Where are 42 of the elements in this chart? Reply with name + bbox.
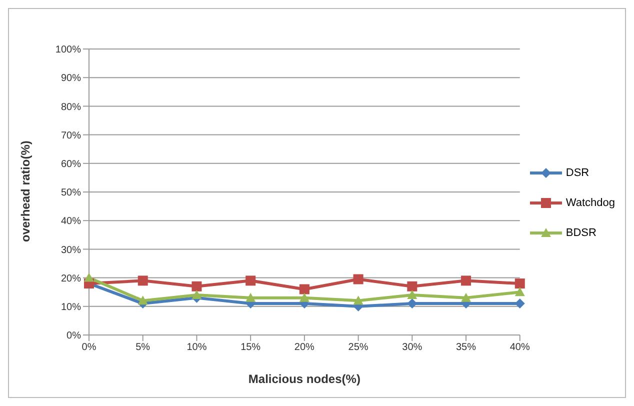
- x-tick-label: 20%: [294, 342, 315, 354]
- legend-label: Watchdog: [566, 197, 615, 209]
- y-tick-label: 90%: [60, 73, 82, 84]
- x-tick-label: 5%: [136, 342, 150, 354]
- point: [461, 292, 472, 302]
- point: [246, 276, 256, 286]
- point: [138, 276, 148, 286]
- x-tick-label: 40%: [510, 342, 530, 354]
- x-axis-title: Malicious nodes(%): [248, 372, 360, 386]
- point: [407, 298, 418, 309]
- y-tick-label: 50%: [60, 188, 82, 199]
- x-tick-label: 30%: [402, 342, 422, 354]
- x-tick-label: 35%: [456, 342, 476, 354]
- point: [192, 281, 202, 292]
- x-tick-label: 10%: [186, 342, 207, 354]
- x-tick-label: 15%: [240, 342, 261, 354]
- x-tick-label: 0%: [82, 342, 96, 354]
- point: [192, 290, 202, 299]
- point: [461, 276, 472, 286]
- y-tick-label: 70%: [60, 130, 82, 142]
- point: [299, 292, 310, 302]
- y-tick-label: 10%: [60, 302, 82, 313]
- y-tick-label: 100%: [55, 44, 82, 56]
- y-tick-label: 30%: [60, 244, 82, 256]
- x-tick-label: 25%: [348, 342, 368, 354]
- y-tick-label: 20%: [60, 273, 82, 284]
- point: [514, 278, 525, 289]
- point: [514, 287, 525, 296]
- y-tick-label: 60%: [60, 158, 82, 170]
- y-tick-label: 0%: [66, 330, 82, 342]
- point: [407, 281, 418, 292]
- y-axis-title: overhead ratio(%): [18, 140, 32, 242]
- y-tick-label: 80%: [60, 102, 82, 113]
- point: [299, 284, 310, 294]
- y-tick-label: 40%: [60, 216, 82, 228]
- point: [353, 296, 364, 305]
- point: [353, 274, 364, 284]
- point: [246, 292, 256, 302]
- legend-label: BDSR: [566, 227, 596, 239]
- point: [138, 296, 148, 305]
- legend-label: DSR: [566, 167, 590, 179]
- point: [407, 290, 418, 299]
